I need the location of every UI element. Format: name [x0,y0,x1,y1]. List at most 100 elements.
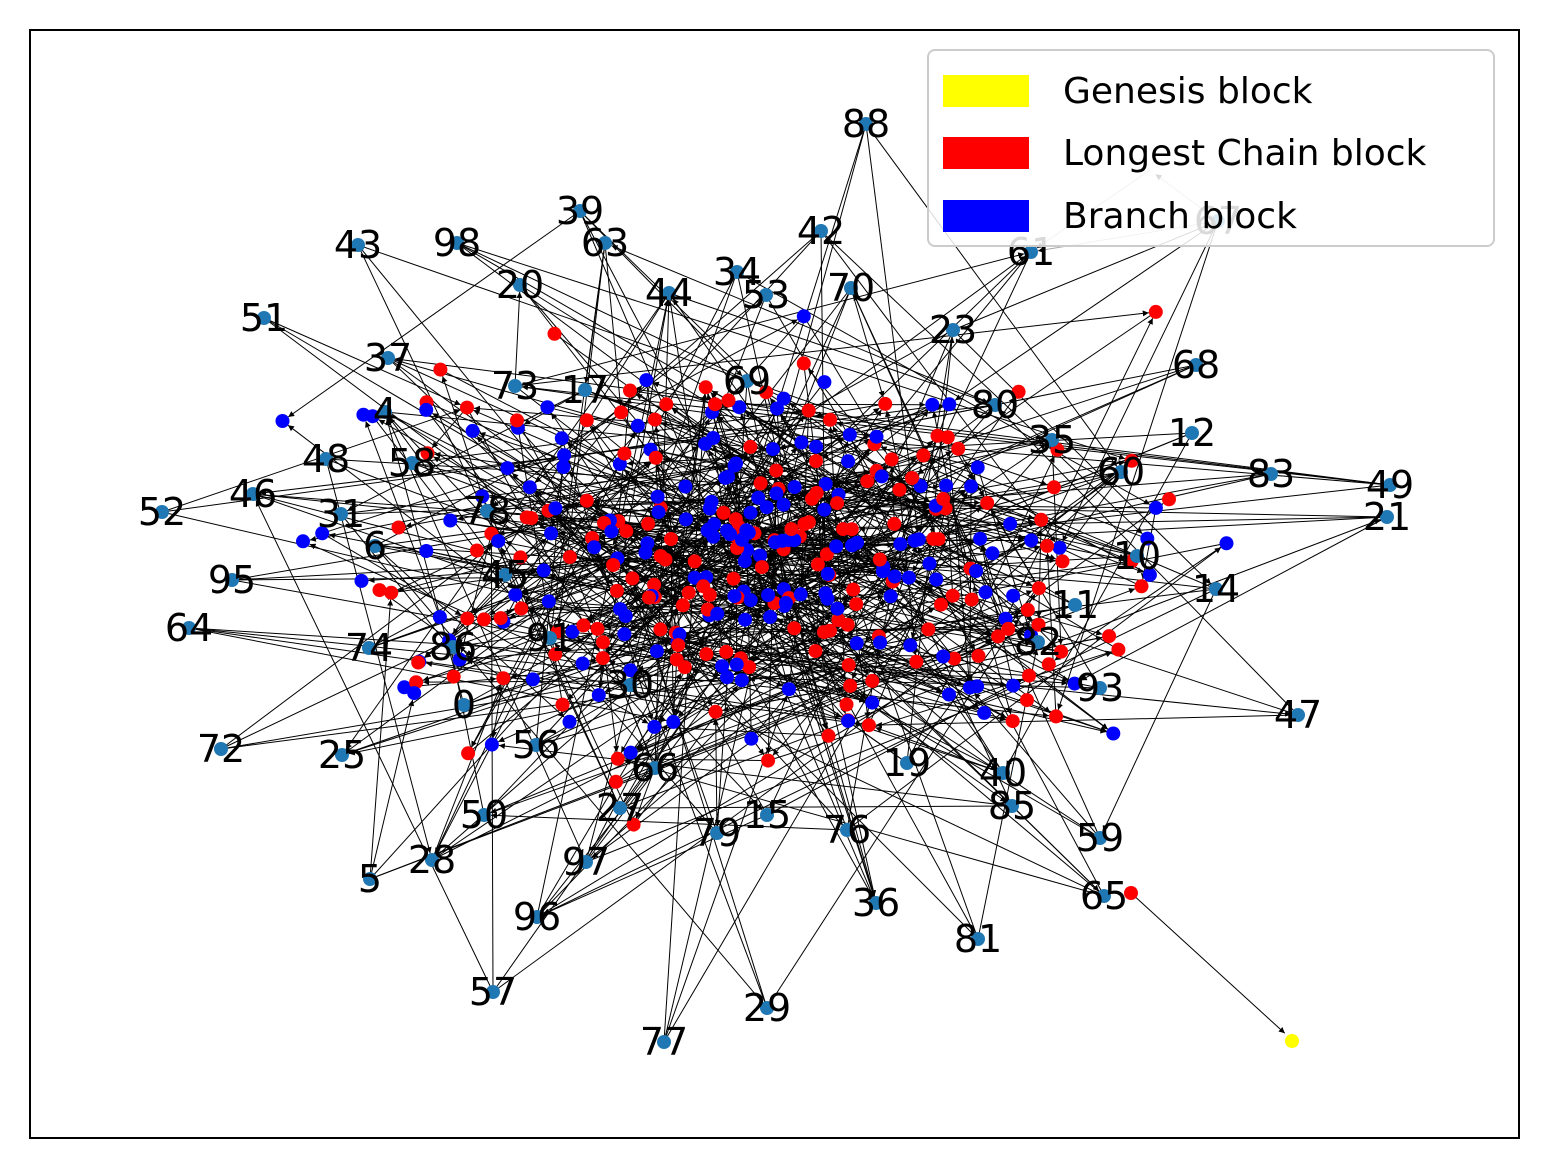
longest-chain-block-node [476,612,491,627]
longest-chain-block-node [823,623,837,638]
edge [939,542,1119,651]
edge [906,466,1128,764]
edge [670,659,678,715]
branch-block-node [465,423,480,438]
edge [785,410,929,604]
legend-label-branch: Branch block [1063,195,1297,237]
edge [492,671,719,993]
branch-block-node [873,635,888,650]
edge [624,556,972,601]
hub-label-72: 72 [197,727,245,771]
edge [654,394,707,769]
branch-block-node [1052,540,1067,555]
hub-node-74 [362,641,376,655]
edge [423,679,742,686]
edge [899,489,1041,545]
hub-label-81: 81 [954,917,1002,961]
longest-chain-block-node [614,405,629,420]
hub-label-6: 6 [363,524,387,568]
edge [954,220,1219,401]
hub-node-47 [1291,708,1305,722]
branch-block-node [817,375,832,390]
longest-chain-block-node [809,485,824,500]
genesis-block-node [1285,1034,1299,1048]
edge [252,493,649,597]
branch-block-node [678,479,693,494]
branch-block-node [638,545,653,560]
edge [374,319,798,547]
hub-label-5: 5 [358,857,382,901]
branch-block-node [738,612,753,627]
edge [650,449,851,541]
longest-chain-block-node [420,446,435,461]
hub-node-28 [425,853,439,867]
branch-block-node [649,644,664,659]
longest-chain-block-node [664,532,678,546]
branch-block-node [883,589,898,604]
branch-block-node [651,505,666,520]
longest-chain-block-node [596,635,610,650]
longest-chain-block-node [610,751,625,766]
longest-chain-block-node [991,629,1006,644]
edge [586,419,709,521]
longest-chain-block-node [708,704,723,719]
edge [431,407,468,449]
branch-block-node [541,594,556,609]
longest-chain-block-node [677,660,692,675]
hub-node-91 [543,631,557,645]
longest-chain-block-node [548,647,563,662]
branch-block-node [969,564,984,578]
hub-node-79 [710,826,724,840]
edge [1005,317,1154,619]
hub-node-4 [378,405,392,419]
legend-swatch-branch [943,200,1029,232]
legend-label-genesis: Genesis block [1063,70,1313,112]
branch-block-node [922,556,937,571]
longest-chain-block-node [696,579,711,594]
branch-block-node [751,490,766,505]
edge [668,292,989,404]
edge [431,431,636,861]
branch-block-node [1006,678,1021,693]
hub-label-14: 14 [1192,567,1240,611]
branch-block-node [818,477,833,491]
branch-block-node [604,524,619,539]
branch-block-node [617,627,632,642]
branch-block-node [1067,676,1082,691]
hub-node-85 [1005,799,1019,813]
longest-chain-block-node [1034,512,1049,527]
edge [846,547,1222,831]
longest-chain-block-node [841,658,856,672]
longest-chain-block-node [759,385,774,400]
branch-block-node [1024,533,1039,548]
longest-chain-block-node [940,430,955,445]
edge [787,522,810,683]
longest-chain-block-node [411,655,426,670]
hub-label-31: 31 [317,492,365,536]
branch-block-node [776,497,791,512]
longest-chain-block-node [823,412,838,427]
branch-block-node [365,409,380,424]
hub-label-51: 51 [240,296,288,340]
hub-node-73 [508,379,522,393]
hub-node-43 [351,238,365,252]
branch-block-node [704,494,719,509]
edge [858,523,1011,532]
longest-chain-block-node [926,531,941,546]
branch-block-node [554,431,569,446]
hub-node-17 [578,383,592,397]
edge [733,470,740,665]
longest-chain-block-node [642,590,656,605]
edge [490,604,1076,814]
branch-block-node [769,486,784,501]
longest-chain-block-node [1049,709,1063,724]
longest-chain-block-node [619,524,634,539]
hub-node-34 [730,265,744,279]
longest-chain-block-node [865,673,880,688]
longest-chain-block-node [909,654,924,669]
edge [543,588,1217,915]
longest-chain-block-node [461,746,476,761]
branch-block-node [419,544,434,558]
edge [678,627,788,646]
edge [615,315,805,527]
